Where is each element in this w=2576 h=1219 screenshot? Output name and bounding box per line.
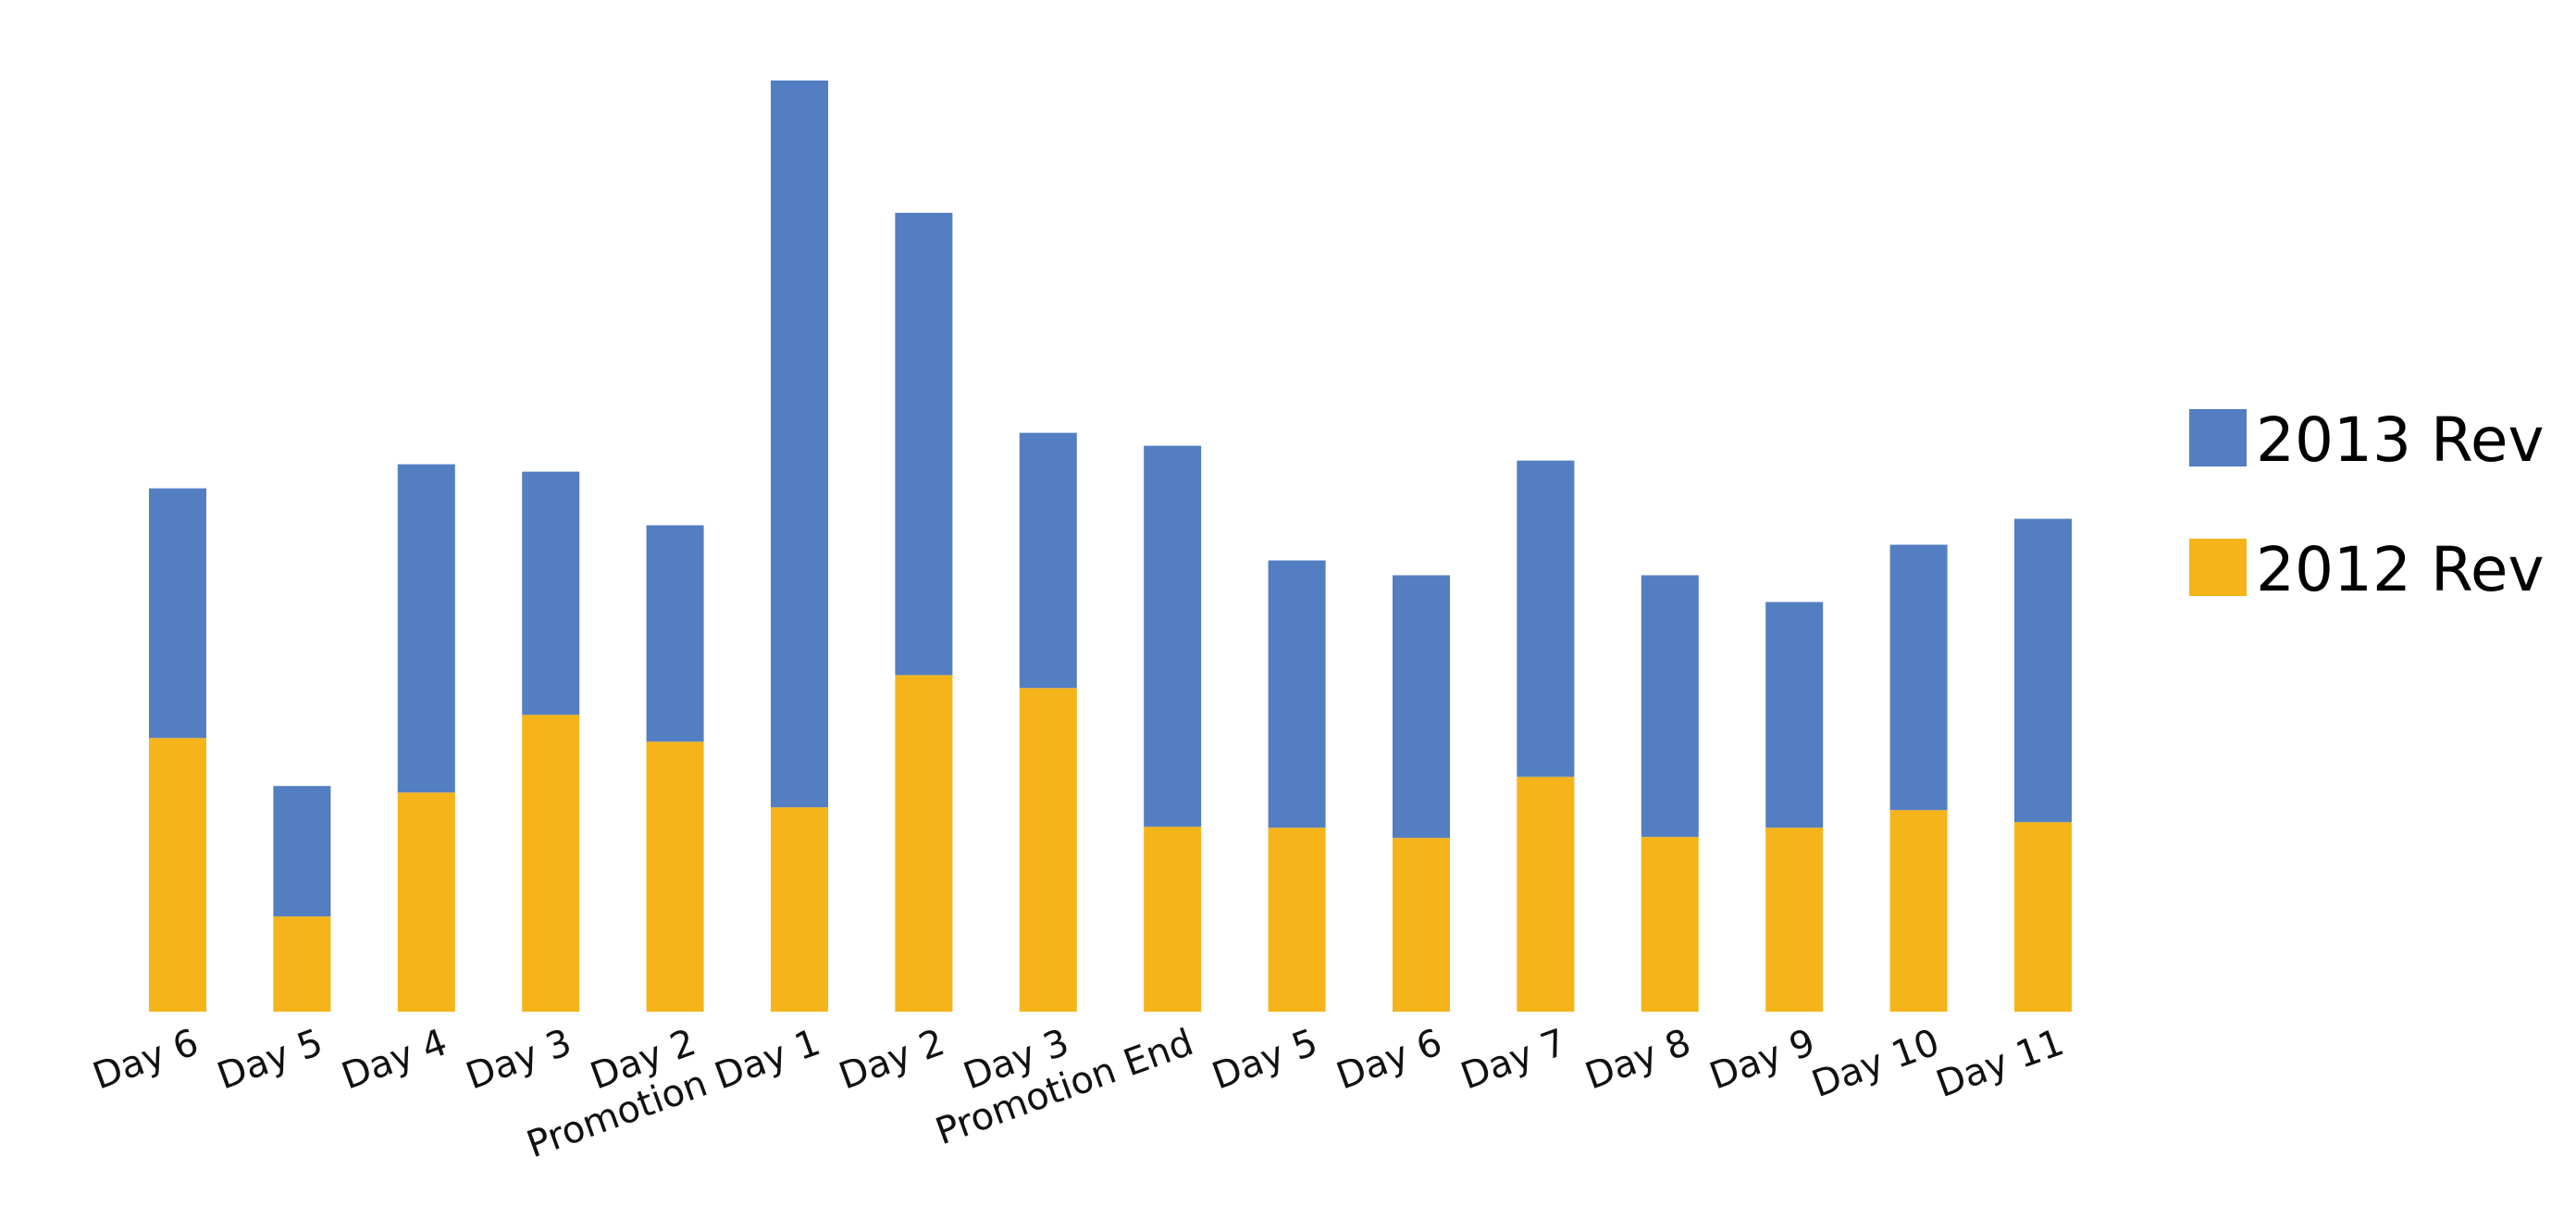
- bar-2012-rev-5: [646, 741, 704, 1012]
- bar-2013-rev-4: [522, 471, 580, 715]
- x-tick-label: Day 3: [461, 1021, 577, 1098]
- x-tick-label: Day 6: [88, 1021, 204, 1098]
- bar-2013-rev-8: [1019, 432, 1077, 689]
- bar-2013-rev-2: [273, 786, 331, 917]
- bar-2012-rev-3: [397, 792, 455, 1012]
- x-tick-label: Day 5: [212, 1021, 328, 1098]
- bar-2012-rev-11: [1393, 838, 1450, 1012]
- bars-group: [149, 81, 2072, 1012]
- x-tick-label: Day 11: [1931, 1021, 2070, 1106]
- bar-2013-rev-5: [646, 525, 704, 742]
- legend: 2013 Rev 2012 Rev: [2189, 404, 2545, 605]
- bar-2013-rev-13: [1641, 575, 1699, 838]
- bar-2012-rev-16: [2014, 822, 2072, 1012]
- x-tick-label: Day 7: [1455, 1021, 1572, 1098]
- x-tick-label: Day 4: [336, 1021, 452, 1098]
- bar-2013-rev-1: [149, 488, 206, 739]
- bar-2013-rev-14: [1765, 602, 1824, 828]
- bar-2013-rev-12: [1517, 460, 1575, 777]
- bar-2013-rev-11: [1393, 575, 1450, 839]
- bar-2012-rev-10: [1268, 827, 1326, 1012]
- legend-item-2013-rev: 2013 Rev: [2189, 404, 2545, 476]
- bar-2013-rev-6: [771, 81, 828, 808]
- bar-2012-rev-15: [1889, 810, 1948, 1012]
- bar-2013-rev-7: [895, 212, 953, 676]
- bar-2013-rev-15: [1889, 544, 1948, 811]
- legend-label: 2013 Rev: [2256, 404, 2545, 476]
- x-tick-label: Day 9: [1704, 1021, 1821, 1098]
- legend-swatch: [2189, 409, 2247, 466]
- legend-swatch: [2189, 539, 2247, 596]
- bar-2013-rev-10: [1268, 560, 1326, 828]
- bar-2012-rev-9: [1144, 827, 1202, 1012]
- x-tick-label: Day 5: [1207, 1021, 1323, 1098]
- x-tick-label: Day 10: [1806, 1021, 1945, 1106]
- bar-2013-rev-3: [397, 464, 455, 793]
- x-tick-label: Day 6: [1331, 1021, 1448, 1098]
- bar-2012-rev-13: [1641, 837, 1699, 1012]
- bar-2013-rev-16: [2014, 518, 2072, 823]
- bar-2012-rev-2: [273, 916, 331, 1012]
- x-tick-label: Day 8: [1579, 1021, 1696, 1098]
- bar-2012-rev-12: [1517, 777, 1575, 1012]
- legend-label: 2012 Rev: [2256, 534, 2545, 605]
- bar-2012-rev-7: [895, 675, 953, 1012]
- bar-2012-rev-4: [522, 715, 580, 1012]
- x-tick-label: Day 2: [834, 1021, 950, 1098]
- bar-2013-rev-9: [1144, 445, 1202, 827]
- bar-2012-rev-6: [771, 807, 828, 1012]
- bar-2012-rev-8: [1019, 688, 1077, 1012]
- bar-2012-rev-1: [149, 738, 206, 1012]
- bar-2012-rev-14: [1765, 827, 1824, 1012]
- legend-item-2012-rev: 2012 Rev: [2189, 534, 2545, 605]
